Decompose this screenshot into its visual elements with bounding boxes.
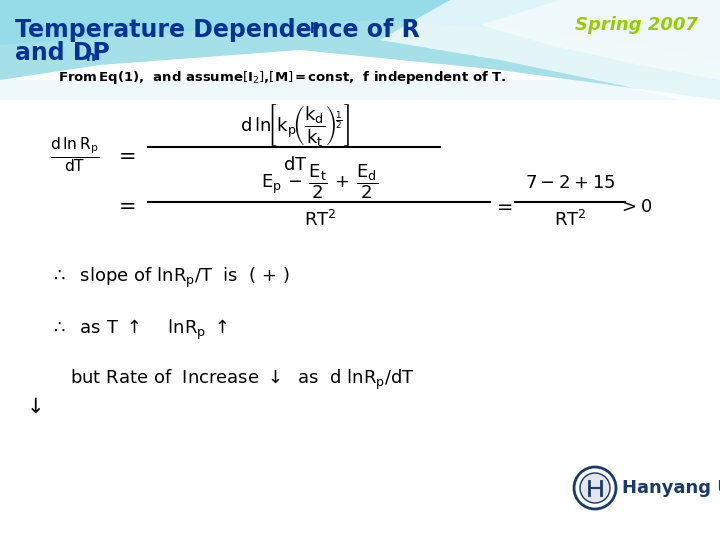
Text: but Rate of  Increase $\downarrow$  as  d lnR$_\mathsf{p}$/dT: but Rate of Increase $\downarrow$ as d l…: [70, 368, 415, 392]
Text: =: =: [497, 198, 513, 217]
Text: p: p: [310, 19, 320, 33]
Polygon shape: [0, 0, 720, 60]
Text: $\mathsf{\therefore}$  as T $\uparrow$    lnR$_\mathsf{p}$ $\uparrow$: $\mathsf{\therefore}$ as T $\uparrow$ ln…: [50, 318, 228, 342]
Text: $\mathsf{E_p\,-\,\dfrac{E_t}{2}\,+\,\dfrac{E_d}{2}}$: $\mathsf{E_p\,-\,\dfrac{E_t}{2}\,+\,\dfr…: [261, 163, 379, 201]
Text: From$\,$Eq(1),  and assume$[$I$_2$$]$,$[$M$]$$\,$=$\,$const,  f independent of T: From$\,$Eq(1), and assume$[$I$_2$$]$,$[$…: [58, 70, 506, 86]
Text: $\mathsf{\frac{d\,ln\,R_p}{d T}}$: $\mathsf{\frac{d\,ln\,R_p}{d T}}$: [50, 136, 100, 175]
Text: =: =: [120, 147, 137, 167]
Text: $\mathsf{RT^2}$: $\mathsf{RT^2}$: [304, 210, 336, 230]
Text: $\mathsf{7-2+15}$: $\mathsf{7-2+15}$: [525, 174, 615, 192]
Text: Temperature Dependence of R: Temperature Dependence of R: [15, 18, 420, 42]
Text: and DP: and DP: [15, 41, 110, 65]
Text: =: =: [120, 197, 137, 217]
Text: $> 0$: $> 0$: [618, 198, 652, 216]
Text: $\mathsf{dT}$: $\mathsf{dT}$: [283, 156, 307, 174]
Text: $\mathsf{\therefore}$  slope of lnR$_\mathsf{p}$/T  is  ( + ): $\mathsf{\therefore}$ slope of lnR$_\mat…: [50, 266, 289, 290]
Text: $\mathsf{RT^2}$: $\mathsf{RT^2}$: [554, 210, 586, 230]
Text: Hanyang Univ.: Hanyang Univ.: [622, 479, 720, 497]
Polygon shape: [480, 0, 720, 80]
Polygon shape: [0, 0, 720, 100]
Text: n: n: [86, 50, 96, 64]
Text: $\mathsf{d\,ln\!\left[k_p\!\left(\dfrac{k_d}{k_t}\right)^{\!\frac{1}{2}}\right]}: $\mathsf{d\,ln\!\left[k_p\!\left(\dfrac{…: [240, 102, 350, 148]
Polygon shape: [0, 80, 720, 100]
Circle shape: [580, 473, 610, 503]
Text: Spring 2007: Spring 2007: [575, 16, 698, 34]
Polygon shape: [380, 0, 720, 110]
Text: $\downarrow$: $\downarrow$: [22, 397, 42, 417]
